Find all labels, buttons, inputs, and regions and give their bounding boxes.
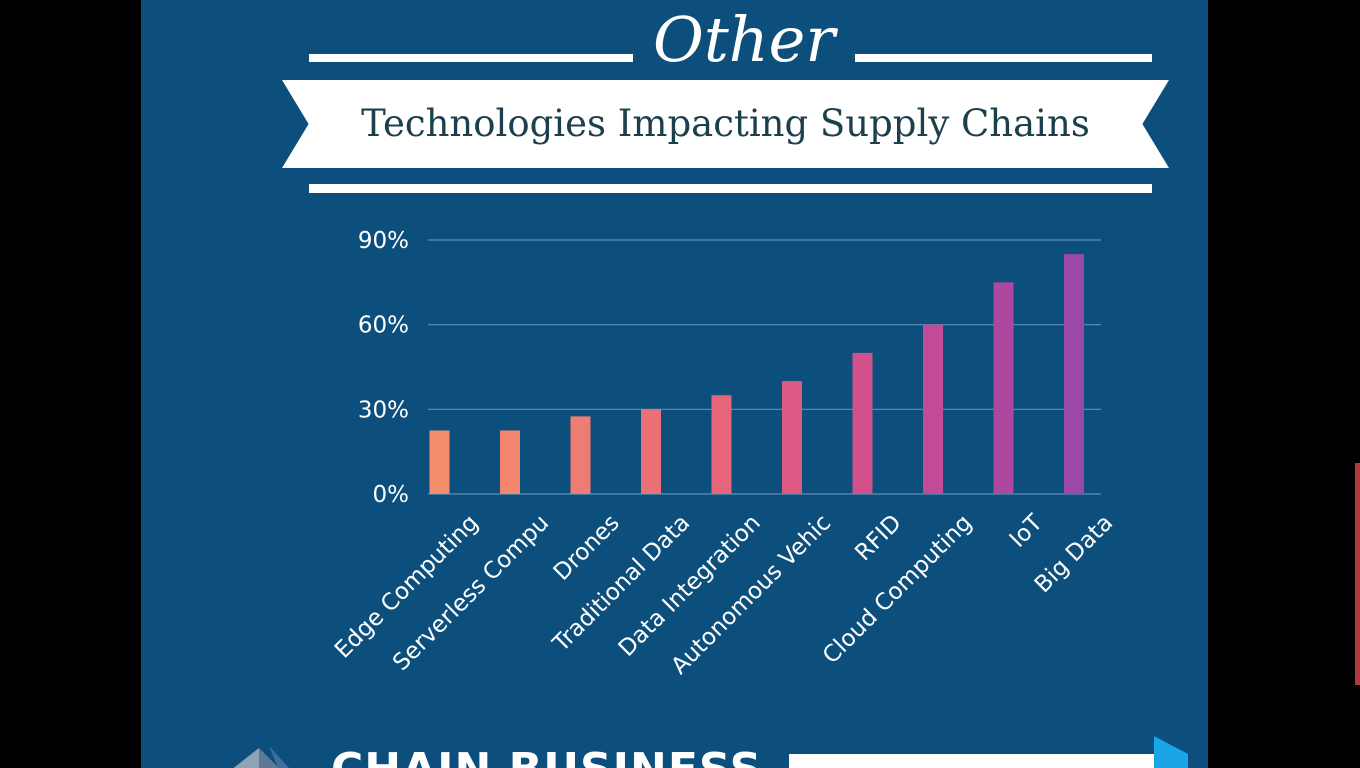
corner-tab-icon: [1154, 736, 1188, 768]
scrollbar-thumb[interactable]: [1355, 463, 1360, 685]
title-banner: Technologies Impacting Supply Chains: [282, 80, 1169, 168]
bar: [852, 352, 873, 494]
footer-box: [789, 754, 1188, 768]
bar: [782, 381, 802, 494]
bar: [570, 416, 591, 494]
bar: [711, 395, 732, 494]
x-category-label: RFID: [850, 510, 906, 566]
bar: [641, 409, 661, 494]
y-tick-label: 0%: [373, 482, 410, 508]
brand-logo: CHAIN BUSINESS: [221, 740, 781, 768]
bar: [429, 430, 450, 494]
logo-text: CHAIN BUSINESS: [331, 744, 762, 768]
header-rule-bottom: [309, 184, 1152, 193]
bar: [993, 282, 1014, 494]
x-category-label: Big Data: [1030, 510, 1118, 598]
bar: [1064, 254, 1084, 494]
x-category-label: IoT: [1005, 509, 1049, 553]
header-kicker: Other: [652, 3, 835, 76]
bar: [500, 430, 520, 494]
logo-mark-icon: [233, 746, 290, 768]
chart-title: Technologies Impacting Supply Chains: [361, 102, 1090, 145]
y-tick-label: 90%: [358, 228, 409, 254]
header-rule-right: [855, 54, 1152, 62]
header-rule-left: [309, 54, 633, 62]
y-tick-label: 30%: [358, 397, 409, 423]
infographic-panel: Other Technologies Impacting Supply Chai…: [141, 0, 1208, 768]
bar: [923, 324, 943, 494]
y-tick-label: 60%: [358, 313, 409, 339]
